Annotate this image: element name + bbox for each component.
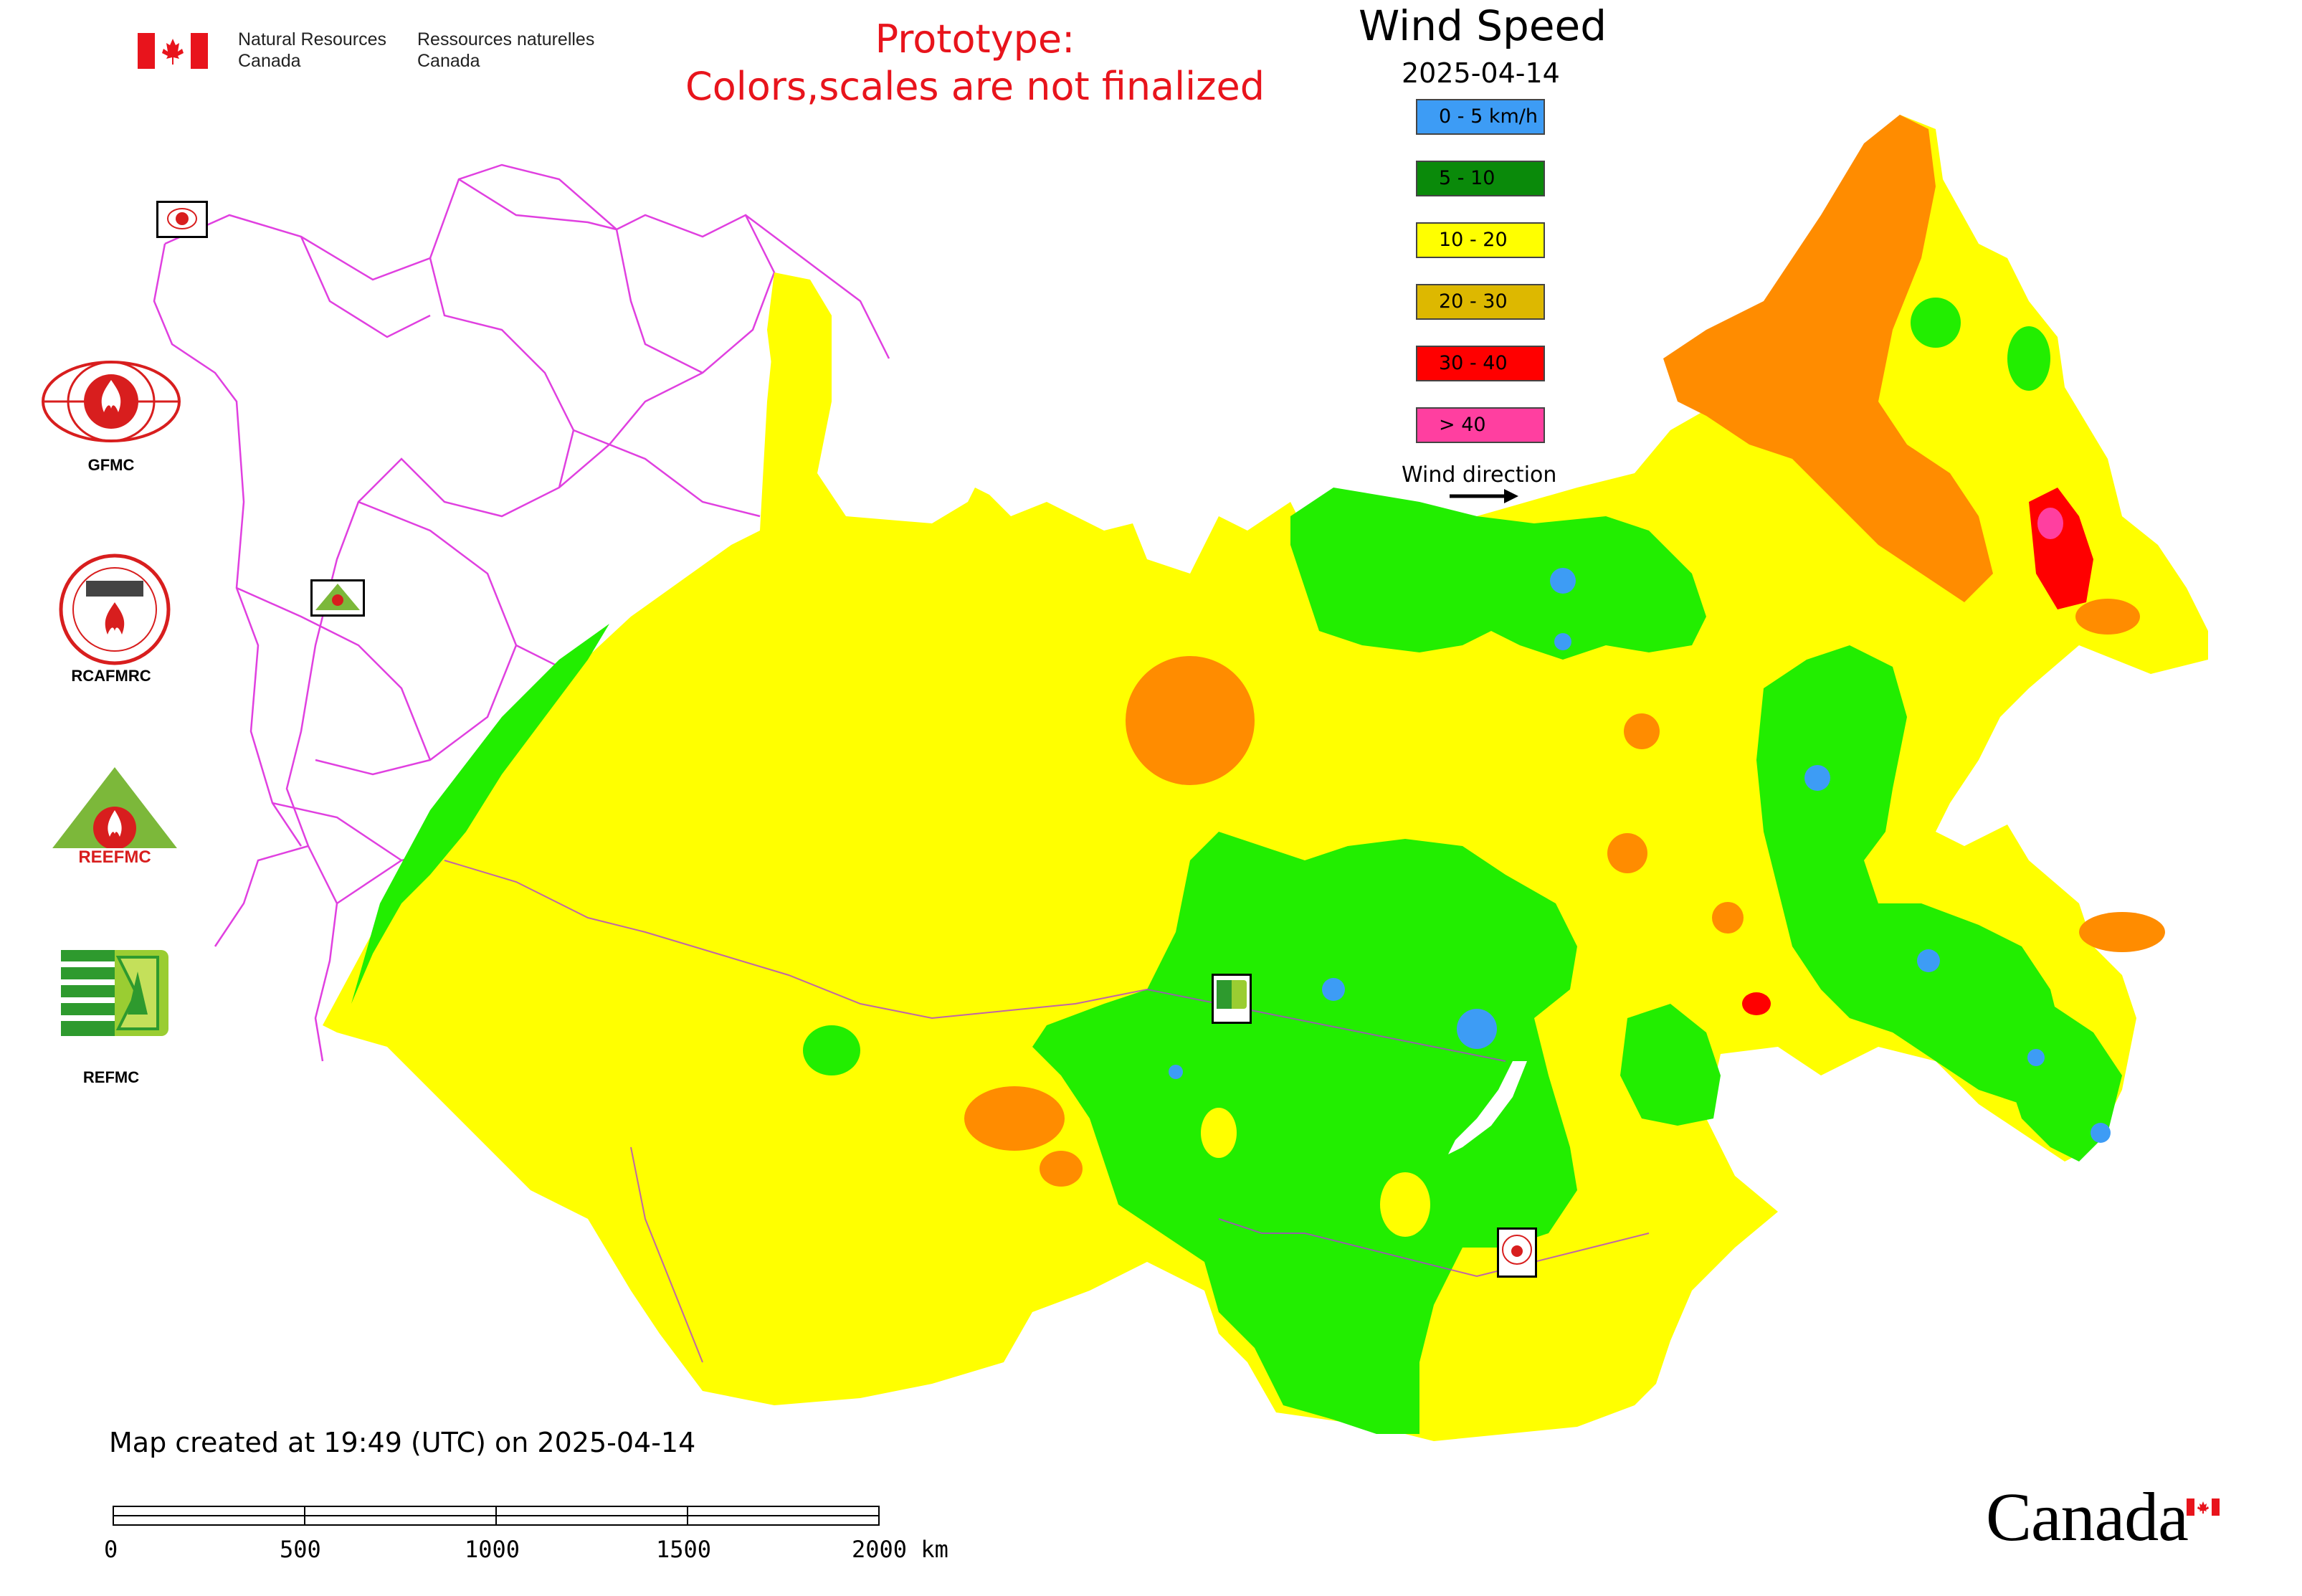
rcafmrc-logo	[57, 552, 172, 667]
zone-20-30-sakhalin	[2079, 912, 2165, 952]
reefmc-map-marker	[310, 579, 365, 617]
zone-5-10-central-siberia	[1032, 832, 1577, 1434]
zone-20-30-kazakhstan	[964, 1086, 1065, 1151]
zone-10-20-scandinavia	[760, 287, 817, 531]
zone-5-10-west-arc	[351, 624, 609, 1004]
agency-name-en: Natural Resources Canada	[238, 29, 387, 71]
scale-label-0: 0	[104, 1536, 118, 1563]
zone-5-10-chukotka-east	[2007, 326, 2050, 391]
legend-class-5-10: 5 - 10	[1416, 161, 1545, 196]
legend-class-10-20: 10 - 20	[1416, 222, 1545, 258]
zone-30-40-coast	[1742, 992, 1771, 1015]
zone-40-plus-kamchatka	[2037, 508, 2063, 539]
zone-0-5-spots	[1169, 568, 2111, 1143]
prototype-notice: Prototype: Colors,scales are not finaliz…	[685, 16, 1265, 109]
zone-20-30-yenisei	[1624, 713, 1660, 749]
gfmc-logo	[39, 358, 183, 466]
legend-class-30-40: 30 - 40	[1416, 346, 1545, 381]
canada-flag-icon	[138, 33, 208, 69]
legend-title: Wind Speed	[1359, 1, 1607, 50]
zone-5-10-central-south	[1620, 1004, 1721, 1126]
zone-5-10-east-band	[1756, 645, 2065, 1104]
zone-20-30-kamchatka-tail	[2075, 599, 2140, 635]
refmc-logo	[57, 943, 172, 1043]
scale-label-1500: 1500	[656, 1536, 712, 1563]
svg-text:REEFMC: REEFMC	[78, 847, 151, 867]
map-created-note: Map created at 19:49 (UTC) on 2025-04-14	[109, 1427, 696, 1458]
scale-bar	[113, 1506, 880, 1527]
zone-20-30-northeast	[1663, 115, 1993, 602]
zone-10-20-gobi-island	[1380, 1172, 1430, 1237]
agency-name-fr: Ressources naturelles Canada	[417, 29, 595, 71]
canada-wordmark-flag-icon	[2187, 1498, 2220, 1516]
zone-5-10-far-east	[2007, 1004, 2122, 1162]
zone-20-30-central	[1607, 833, 1647, 873]
legend-class-40-plus: > 40	[1416, 407, 1545, 443]
scale-label-500: 500	[280, 1536, 321, 1563]
legend-class-0-5: 0 - 5 km/h	[1416, 99, 1545, 135]
gfmc-map-marker	[156, 201, 208, 238]
scale-label-1000: 1000	[465, 1536, 520, 1563]
wind-direction-label: Wind direction	[1402, 462, 1557, 488]
refmc-map-marker	[1212, 974, 1252, 1024]
zone-20-30-west-siberia	[1126, 656, 1255, 785]
scale-label-2000: 2000 km	[852, 1536, 948, 1563]
rcafmrc-map-marker	[1497, 1227, 1537, 1278]
refmc-label: REFMC	[82, 1068, 140, 1086]
zone-5-10-novaya-zemlya	[1911, 298, 1961, 348]
zone-5-10-taymyr	[1290, 488, 1706, 660]
canada-wordmark: Canada	[1986, 1478, 2189, 1555]
reefmc-logo: REEFMC	[39, 764, 190, 871]
rcafmrc-label: RCAFMRC	[71, 667, 151, 685]
legend-class-20-30: 20 - 30	[1416, 284, 1545, 320]
legend-date: 2025-04-14	[1402, 57, 1560, 89]
gfmc-label: GFMC	[87, 456, 135, 474]
zone-10-20-mongolia-island	[1201, 1108, 1237, 1158]
lake-baikal	[1448, 1061, 1527, 1154]
zone-5-10-kazakh-island	[803, 1025, 860, 1075]
europe-boundaries	[153, 163, 890, 1062]
wind-direction-arrow-icon	[1448, 488, 1520, 505]
zone-20-30-east1	[1712, 902, 1744, 934]
zone-20-30-aral	[1040, 1151, 1083, 1187]
country-boundaries	[444, 860, 1650, 1363]
